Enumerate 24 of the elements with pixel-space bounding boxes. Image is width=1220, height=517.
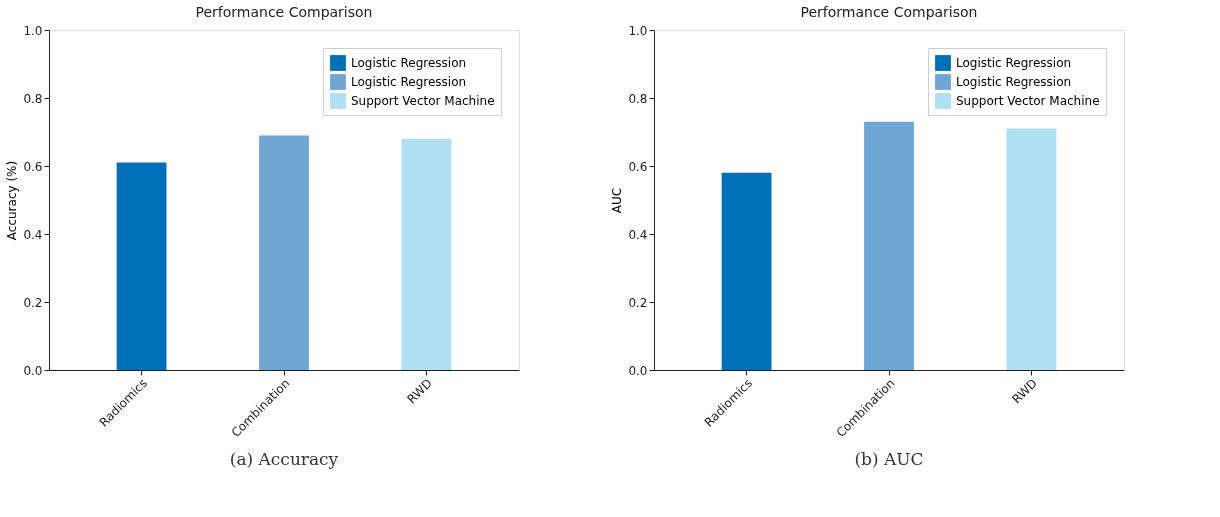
y-tick-label: 0.6 [628,159,648,174]
y-tick-label: 0.2 [628,295,648,310]
chart-title: Performance Comparison [195,4,373,20]
y-tick-label: 0.2 [23,295,43,310]
y-tick-label: 1.0 [628,23,648,38]
y-tick-label: 0.0 [628,363,648,378]
y-tick-label: 0.4 [628,227,648,242]
text: (b) AUC [854,449,924,469]
y-tick-label: 0.4 [23,227,43,242]
y-tick-label: 0.0 [23,363,43,378]
legend-label: Support Vector Machine [956,94,1100,108]
legend-label: Logistic Regression [351,75,467,89]
y-tick-label: 0.6 [23,159,43,174]
legend-label: Logistic Regression [956,56,1072,70]
chart-title: Performance Comparison [800,4,978,20]
y-tick-label: 1.0 [23,23,43,38]
y-axis-title: Accuracy (%) [5,160,20,241]
text: (a) Accuracy [229,449,339,469]
y-tick-label: 0.8 [628,91,648,106]
y-tick-label: 0.8 [23,91,43,106]
legend-label: Logistic Regression [351,56,467,70]
legend-label: Support Vector Machine [351,94,495,108]
legend-label: Logistic Regression [956,75,1072,89]
y-axis-title: AUC [610,187,625,214]
